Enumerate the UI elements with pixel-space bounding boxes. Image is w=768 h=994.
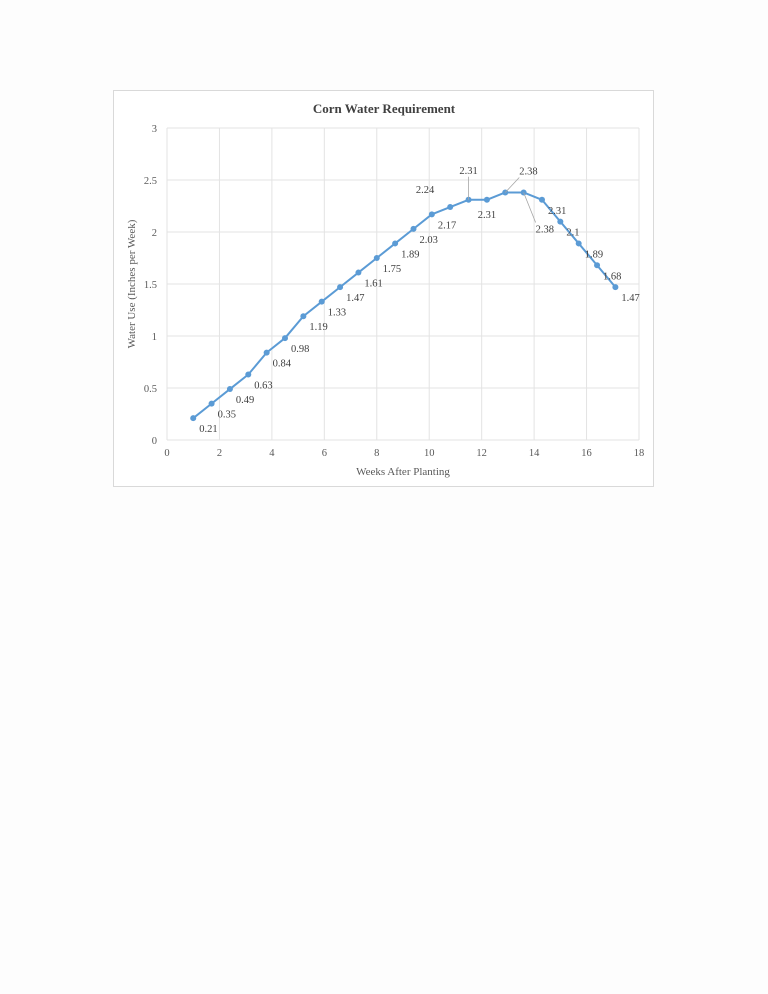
y-tick-label: 1.5: [144, 280, 157, 291]
data-label: 2.24: [416, 185, 435, 196]
label-leader-line: [523, 192, 536, 223]
y-tick-label: 0.5: [144, 384, 157, 395]
y-tick-label: 2: [152, 228, 157, 239]
data-point: [208, 400, 215, 407]
data-point: [410, 225, 417, 232]
data-label: 2.31: [459, 166, 477, 177]
data-label: 1.75: [383, 264, 401, 275]
x-tick-label: 0: [164, 448, 169, 459]
data-point: [557, 218, 564, 225]
data-label: 1.33: [328, 308, 346, 319]
data-label: 0.84: [273, 359, 292, 370]
data-label: 2.31: [548, 206, 566, 217]
data-point: [355, 269, 362, 276]
data-label: 2.03: [419, 235, 437, 246]
x-tick-label: 2: [217, 448, 222, 459]
data-point: [263, 349, 270, 356]
data-label: 1.47: [346, 293, 364, 304]
data-label: 0.49: [236, 395, 254, 406]
y-axis-label: Water Use (Inches per Week): [126, 219, 138, 348]
label-leader-line: [504, 177, 520, 193]
grid: [166, 127, 640, 441]
y-tick-label: 3: [152, 124, 157, 135]
data-label: 2.31: [478, 210, 496, 221]
data-point: [594, 262, 601, 269]
y-tick-label: 1: [152, 332, 157, 343]
x-tick-label: 14: [529, 448, 540, 459]
data-point: [318, 298, 325, 305]
data-label: 0.35: [218, 410, 236, 421]
data-label: 2.38: [536, 224, 554, 235]
x-tick-label: 8: [374, 448, 379, 459]
data-label: 1.89: [585, 249, 603, 260]
data-point: [612, 284, 619, 291]
series: [190, 189, 619, 422]
data-label: 0.21: [199, 424, 217, 435]
data-point: [465, 196, 472, 203]
chart-frame: Corn Water Requirement Weeks After Plant…: [113, 90, 654, 487]
data-label: 1.61: [364, 279, 382, 290]
data-point: [392, 240, 399, 247]
data-label: 1.47: [621, 293, 639, 304]
y-tick-label: 0: [152, 436, 157, 447]
data-label: 1.68: [603, 271, 621, 282]
tick-labels: 0 2 4 6 8 10 12 14 16 18 0 0.5 1 1.5 2 2.5 3: [144, 124, 644, 459]
data-point: [300, 313, 307, 320]
data-label: 0.63: [254, 380, 272, 391]
data-point: [483, 196, 490, 203]
data-point: [538, 196, 545, 203]
x-axis-label: Weeks After Planting: [356, 466, 450, 478]
data-point: [226, 386, 233, 393]
data-point: [428, 211, 435, 218]
x-tick-label: 10: [424, 448, 435, 459]
chart-title: Corn Water Requirement: [313, 101, 456, 116]
data-point: [337, 284, 344, 291]
x-tick-label: 18: [634, 448, 645, 459]
data-labels: 0.210.350.490.630.840.981.191.331.471.61…: [199, 166, 640, 435]
x-tick-label: 12: [476, 448, 487, 459]
data-point: [520, 189, 527, 196]
series-line: [192, 191, 617, 419]
data-label: 1.89: [401, 249, 419, 260]
data-label: 2.1: [566, 228, 579, 239]
data-point: [575, 240, 582, 247]
data-label: 2.38: [519, 166, 537, 177]
data-point: [190, 415, 197, 422]
data-label: 0.98: [291, 344, 309, 355]
x-tick-label: 6: [322, 448, 327, 459]
x-tick-label: 16: [581, 448, 592, 459]
x-tick-label: 4: [269, 448, 275, 459]
data-point: [373, 255, 380, 261]
data-point: [245, 371, 252, 378]
line-chart: Corn Water Requirement Weeks After Plant…: [126, 101, 644, 478]
y-tick-label: 2.5: [144, 176, 157, 187]
data-point: [447, 204, 454, 211]
data-label: 2.17: [438, 220, 456, 231]
data-label: 1.19: [309, 322, 327, 333]
data-point: [282, 335, 288, 342]
